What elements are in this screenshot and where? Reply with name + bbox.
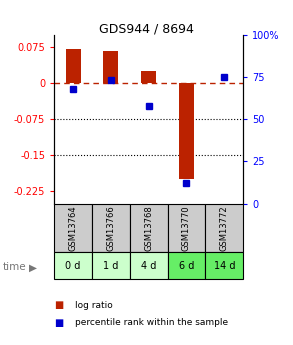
- Text: GSM13764: GSM13764: [69, 205, 78, 250]
- Bar: [103, 51, 118, 83]
- Text: 6 d: 6 d: [179, 261, 194, 270]
- Text: log ratio: log ratio: [75, 301, 113, 310]
- Bar: [54, 204, 92, 252]
- Bar: [168, 252, 205, 279]
- Text: 4 d: 4 d: [141, 261, 156, 270]
- Text: ■: ■: [54, 300, 64, 310]
- Text: GSM13766: GSM13766: [106, 205, 115, 250]
- Text: time: time: [3, 263, 27, 272]
- Bar: [205, 252, 243, 279]
- Text: ▶: ▶: [29, 263, 37, 272]
- Text: GSM13768: GSM13768: [144, 205, 153, 250]
- Bar: [141, 71, 156, 83]
- Bar: [92, 204, 130, 252]
- Bar: [179, 83, 194, 179]
- Text: percentile rank within the sample: percentile rank within the sample: [75, 318, 228, 327]
- Text: GSM13772: GSM13772: [220, 205, 229, 250]
- Text: 0 d: 0 d: [65, 261, 81, 270]
- Text: GSM13770: GSM13770: [182, 205, 191, 250]
- Text: GDS944 / 8694: GDS944 / 8694: [99, 22, 194, 36]
- Text: 1 d: 1 d: [103, 261, 119, 270]
- Bar: [130, 252, 168, 279]
- Text: ■: ■: [54, 318, 64, 327]
- Text: 14 d: 14 d: [214, 261, 235, 270]
- Bar: [130, 204, 168, 252]
- Bar: [66, 49, 81, 83]
- Bar: [54, 252, 92, 279]
- Bar: [92, 252, 130, 279]
- Bar: [205, 204, 243, 252]
- Bar: [168, 204, 205, 252]
